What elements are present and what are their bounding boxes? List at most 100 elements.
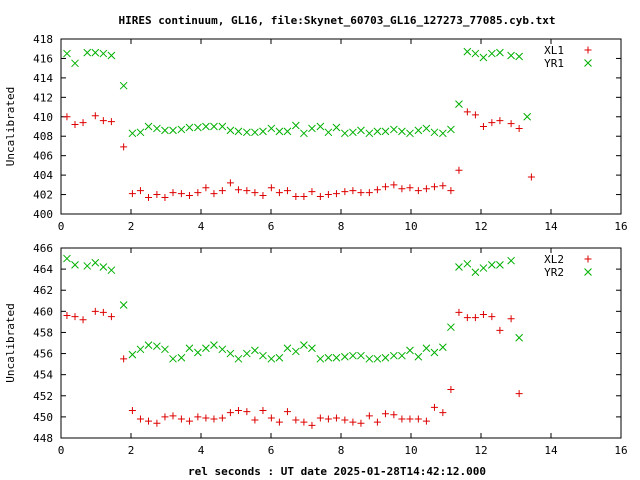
y-tick-label: 460 bbox=[33, 305, 53, 318]
data-point bbox=[218, 122, 227, 131]
data-point bbox=[177, 415, 185, 423]
data-point bbox=[242, 128, 251, 137]
panel-2: 0 2 4 6 8 10 12 14 16 448 450 452 454 456 458 460 462 464… bbox=[4, 242, 628, 457]
data-point bbox=[83, 48, 92, 57]
data-point bbox=[226, 179, 234, 187]
data-point bbox=[308, 344, 316, 353]
data-point bbox=[349, 351, 357, 360]
data-point bbox=[251, 189, 259, 197]
y-tick-label: 454 bbox=[33, 369, 53, 382]
data-point bbox=[430, 348, 439, 357]
y-axis-label: Uncalibrated bbox=[4, 87, 17, 166]
data-point bbox=[79, 316, 87, 324]
data-point bbox=[161, 413, 169, 421]
y-axis-label: Uncalibrated bbox=[4, 303, 17, 382]
data-point bbox=[136, 128, 145, 137]
y-tick-label: 456 bbox=[33, 348, 53, 361]
data-point bbox=[193, 123, 202, 132]
data-point bbox=[463, 108, 471, 116]
data-point bbox=[332, 190, 340, 198]
legend-marker-XL1 bbox=[584, 46, 592, 54]
x-tick-label: 8 bbox=[338, 444, 345, 457]
data-point bbox=[324, 191, 332, 199]
data-point bbox=[406, 415, 414, 423]
y-tick-label: 412 bbox=[33, 91, 53, 104]
legend-label-XL2: XL2 bbox=[544, 253, 564, 266]
data-point bbox=[128, 190, 136, 198]
data-point bbox=[471, 49, 480, 58]
data-point bbox=[275, 189, 283, 197]
data-point bbox=[381, 183, 389, 191]
data-point bbox=[488, 119, 496, 127]
data-point bbox=[332, 123, 341, 132]
data-point bbox=[357, 189, 365, 197]
data-point bbox=[185, 417, 193, 425]
data-point bbox=[447, 323, 455, 332]
data-point bbox=[471, 268, 480, 277]
data-point bbox=[120, 143, 128, 151]
data-point bbox=[381, 353, 390, 362]
data-point bbox=[414, 187, 422, 195]
x-tick-label: 4 bbox=[198, 444, 205, 457]
data-point bbox=[447, 187, 455, 195]
data-point bbox=[185, 192, 193, 200]
data-point bbox=[471, 314, 479, 322]
legend-marker-XL2 bbox=[584, 255, 592, 263]
data-point bbox=[365, 412, 373, 420]
data-point bbox=[455, 308, 463, 316]
y-tick-label: 416 bbox=[33, 52, 53, 65]
data-point bbox=[63, 49, 71, 58]
data-point bbox=[507, 120, 515, 128]
y-tick-label: 458 bbox=[33, 326, 53, 339]
data-point bbox=[496, 117, 504, 125]
data-point bbox=[341, 188, 349, 196]
data-point bbox=[251, 128, 259, 137]
data-point bbox=[479, 264, 488, 272]
data-point bbox=[283, 187, 291, 195]
data-point bbox=[226, 126, 235, 135]
x-tick-label: 10 bbox=[404, 220, 417, 233]
data-point bbox=[332, 414, 340, 422]
x-tick-label: 14 bbox=[544, 220, 558, 233]
data-point bbox=[169, 189, 177, 197]
data-point bbox=[316, 122, 325, 131]
data-point bbox=[91, 258, 100, 267]
data-point bbox=[422, 344, 431, 353]
data-point bbox=[324, 128, 333, 137]
data-point bbox=[479, 311, 487, 318]
data-point bbox=[463, 259, 472, 268]
data-point bbox=[324, 353, 333, 362]
data-point bbox=[487, 49, 496, 58]
data-point bbox=[430, 403, 438, 411]
data-point bbox=[439, 409, 447, 417]
data-point bbox=[365, 189, 373, 197]
data-point bbox=[226, 409, 234, 417]
data-point bbox=[389, 125, 398, 134]
data-point bbox=[308, 421, 316, 429]
data-point bbox=[251, 346, 259, 355]
data-point bbox=[340, 129, 349, 138]
data-point bbox=[71, 261, 79, 269]
x-tick-label: 6 bbox=[268, 444, 275, 457]
data-point bbox=[488, 313, 496, 321]
data-point bbox=[398, 185, 406, 193]
data-point bbox=[357, 126, 365, 135]
data-point bbox=[373, 127, 382, 136]
data-point bbox=[414, 126, 423, 135]
data-point bbox=[153, 124, 161, 133]
data-point bbox=[267, 124, 276, 133]
data-point bbox=[71, 121, 79, 129]
data-point bbox=[291, 121, 300, 130]
data-point bbox=[169, 354, 177, 363]
data-point bbox=[515, 333, 524, 342]
data-point bbox=[251, 416, 259, 424]
data-point bbox=[177, 353, 186, 362]
plot-frame bbox=[60, 247, 622, 439]
data-point bbox=[71, 59, 79, 68]
data-point bbox=[210, 341, 218, 349]
data-point bbox=[438, 129, 447, 138]
data-point bbox=[119, 81, 128, 90]
data-point bbox=[515, 390, 523, 398]
data-point bbox=[422, 124, 431, 133]
x-tick-label: 16 bbox=[614, 220, 627, 233]
